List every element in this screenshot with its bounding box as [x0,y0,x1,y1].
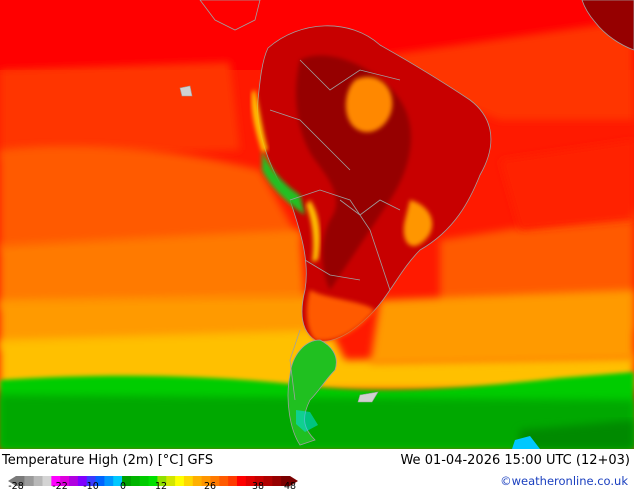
legend-swatch [236,476,247,486]
legend-swatch [272,476,282,486]
legend-swatch [130,476,141,486]
south-america-land [251,25,492,446]
legend-swatch [86,476,97,486]
legend-swatch [166,476,176,486]
legend-color-bar [8,476,298,486]
map-title: Temperature High (2m) [°C] GFS [2,453,214,468]
legend-swatch [201,476,211,486]
ocean-temperature-field [0,0,634,449]
map-footer: Temperature High (2m) [°C] GFS We 01-04-… [0,449,634,492]
legend-swatch [210,476,220,486]
legend-swatch [113,476,123,486]
legend-swatch [254,476,264,486]
legend-swatch [69,476,79,486]
legend-swatch [24,476,35,486]
legend-swatch [263,476,273,486]
legend-tick-label: -28 [8,481,24,492]
legend-tick-label: 12 [154,481,168,492]
color-legend: -28 -22 -10 0 12 26 38 48 [8,471,298,492]
legend-swatch [95,476,105,486]
legend-swatch [148,476,158,486]
legend-swatch [228,476,238,486]
legend-tick-label: 48 [283,481,297,492]
legend-swatch [60,476,70,486]
legend-swatch [122,476,132,486]
legend-tick-label: 38 [251,481,265,492]
legend-swatch [51,476,61,486]
legend-tick-label: -10 [83,481,99,492]
legend-swatch [139,476,150,486]
legend-tick-label: -22 [52,481,68,492]
country-borders [269,59,401,401]
credit-link[interactable]: ©weatheronline.co.uk [500,474,628,488]
legend-swatch [104,476,114,486]
legend-tick-label: 26 [203,481,217,492]
legend-swatch [157,476,167,486]
legend-swatch [183,476,194,486]
legend-swatch [245,476,256,486]
other-land [179,0,634,403]
temperature-map [0,0,634,449]
legend-swatch [8,476,25,486]
legend-swatch [42,476,52,486]
valid-time: We 01-04-2026 15:00 UTC (12+03) [400,453,630,468]
legend-swatch [175,476,185,486]
legend-swatch [219,476,229,486]
legend-tick-label: 0 [119,481,127,492]
legend-swatch [192,476,203,486]
legend-swatch [77,476,88,486]
legend-swatch [33,476,44,486]
legend-swatch [281,476,298,486]
